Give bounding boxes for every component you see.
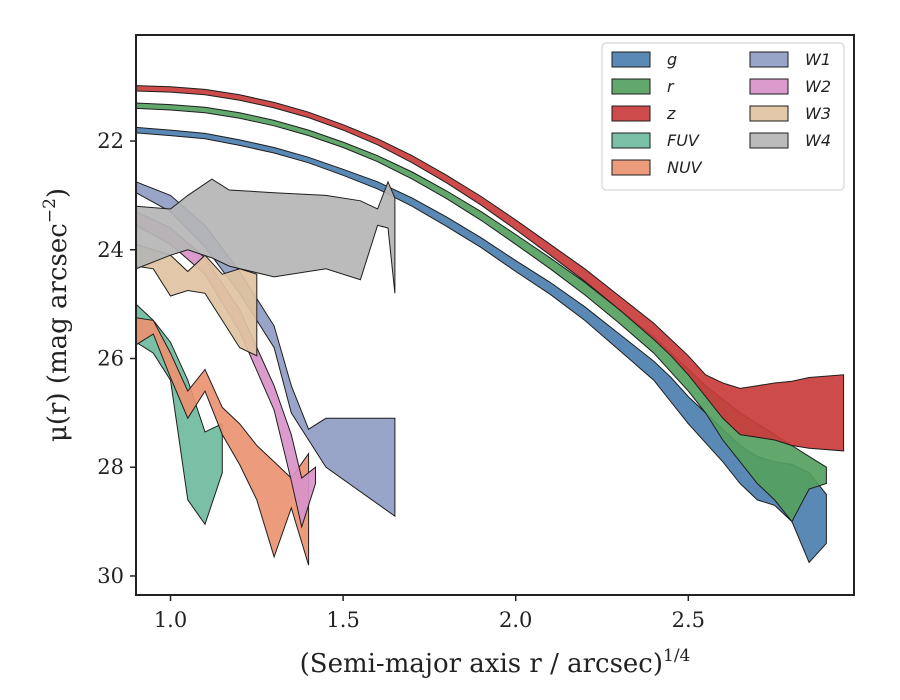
series-band-fuv [136,303,223,526]
legend-label-w1: W1 [805,50,831,69]
y-tick-label: 24 [97,238,124,262]
x-tick-label: 2.5 [672,608,705,632]
legend-swatch-g [611,51,651,68]
legend-swatch-r [611,78,651,95]
legend-swatch-w1 [749,51,789,68]
legend-label-z: z [666,104,676,123]
y-axis-label-close: ) [43,188,73,198]
legend-swatch-z [611,105,651,122]
legend-label-w2: W2 [805,77,831,96]
series-band-w4 [136,178,396,294]
series-band-r [136,102,827,523]
x-tick-label: 2.0 [499,608,532,632]
x-axis-ticks: 1.0 1.5 2.0 2.5 [154,595,705,632]
legend-label-g: g [667,50,677,69]
x-tick-label: 1.5 [326,608,359,632]
legend-swatch-fuv [611,132,651,149]
legend-label-nuv: NUV [667,158,703,177]
legend-label-r: r [667,77,675,96]
x-axis-label-superscript: 1/4 [663,646,690,666]
series-band-nuv [136,317,310,566]
series-layer [136,85,845,566]
y-axis-ticks: 22 24 26 28 30 [97,129,136,588]
y-axis-label-superscript: −2 [40,198,60,223]
series-band-w3 [136,243,258,357]
legend-swatch-w4 [749,132,789,149]
legend-label-w3: W3 [805,104,831,123]
legend-swatch-w2 [749,78,789,95]
legend-swatch-nuv [611,159,651,176]
plot-frame [135,34,855,596]
y-tick-label: 26 [97,346,124,370]
series-band-z [136,85,845,452]
x-axis-label: (Semi-major axis r / arcsec)1/4 [300,646,691,679]
series-band-g [136,126,827,564]
legend: grz FUV NUV W1 W2 W3 W4 [601,42,845,191]
y-axis-label: μ(r) (mag arcsec−2) [40,188,73,442]
x-tick-label: 1.0 [154,608,187,632]
y-tick-label: 30 [97,564,124,588]
legend-swatch-w3 [749,105,789,122]
y-tick-label: 22 [97,129,124,153]
legend-label-fuv: FUV [667,131,700,150]
y-tick-label: 28 [97,455,124,479]
legend-label-w4: W4 [805,131,831,150]
